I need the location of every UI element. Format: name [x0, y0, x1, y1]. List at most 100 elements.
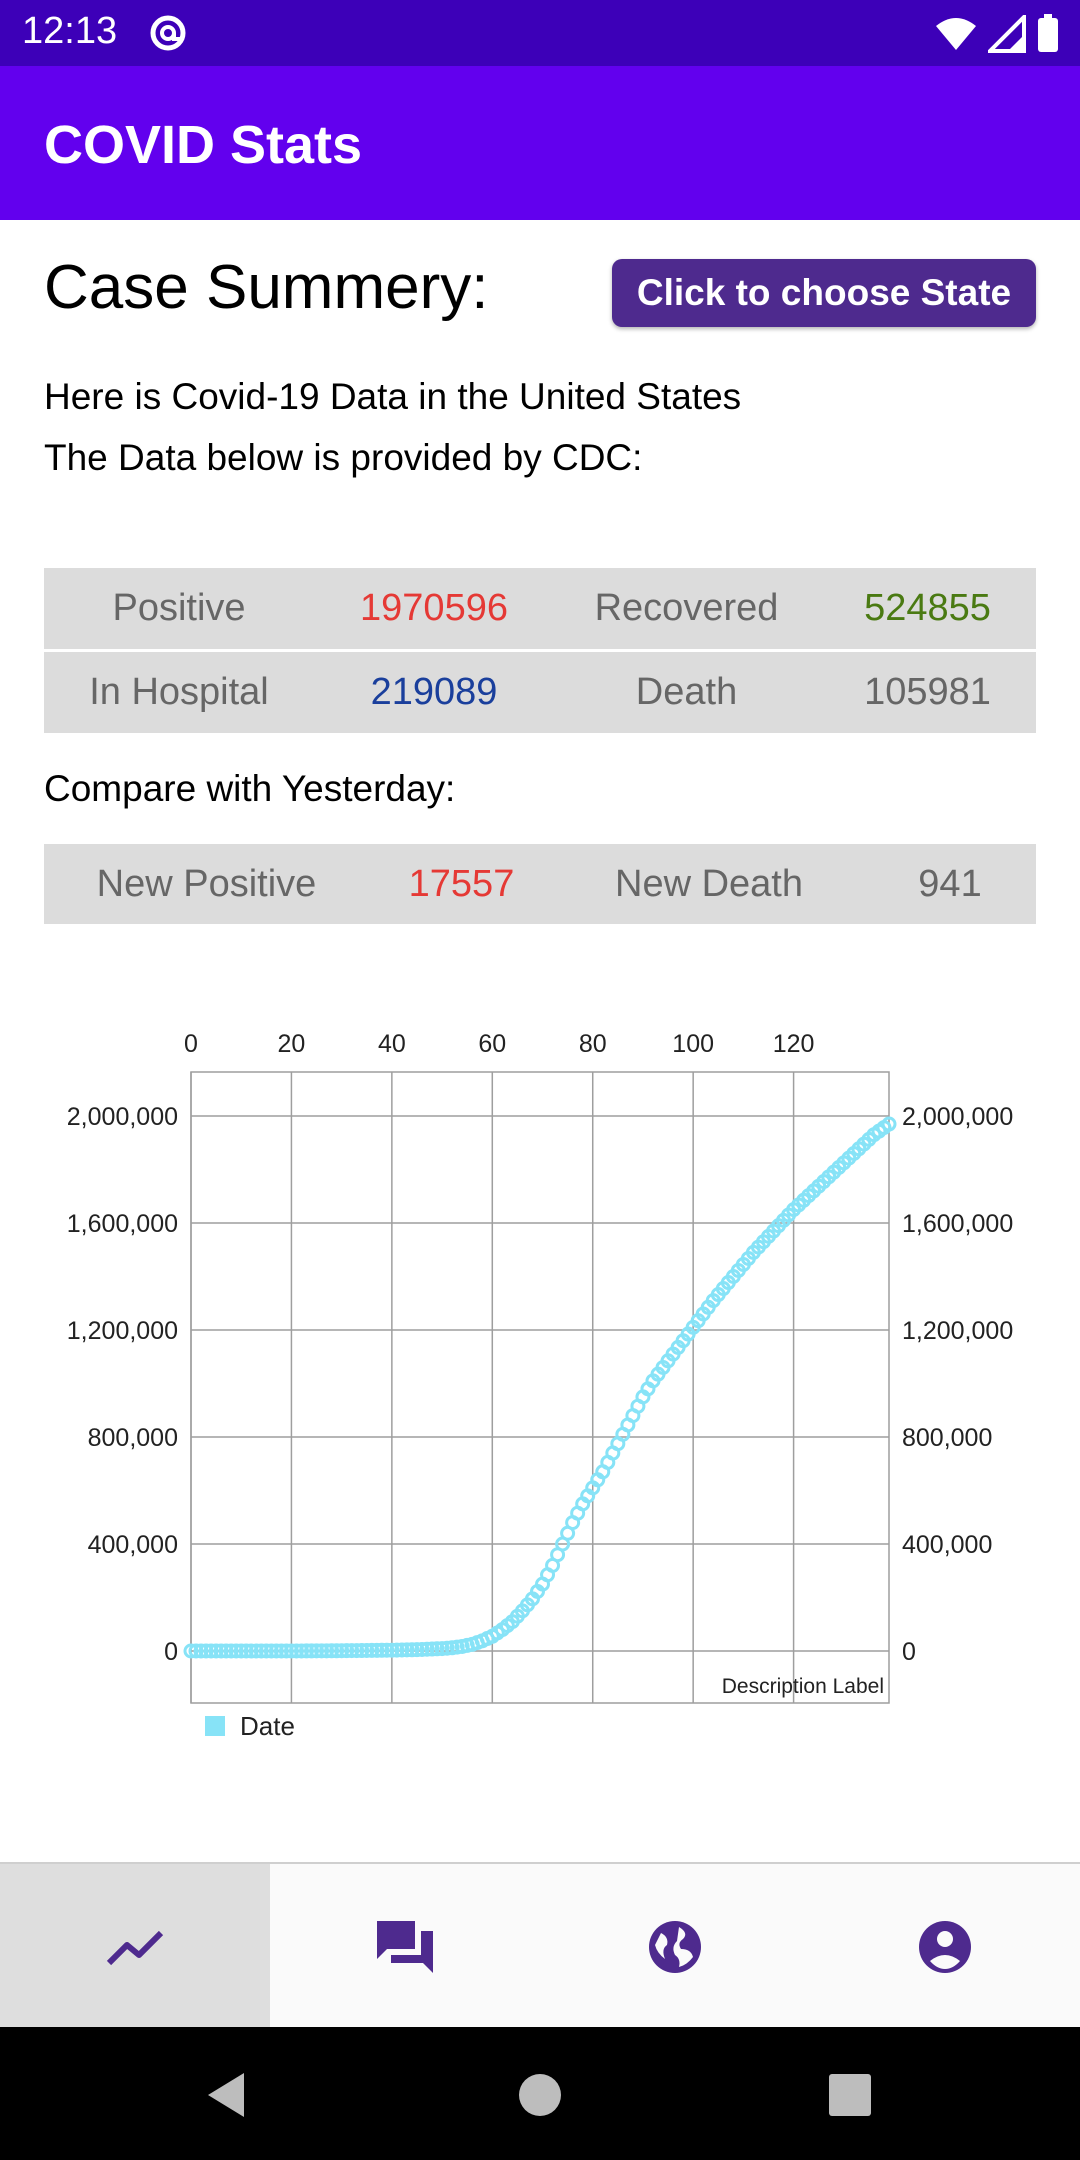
y-tick-label-left: 1,600,000 — [67, 1210, 178, 1238]
intro-line-1: Here is Covid-19 Data in the United Stat… — [44, 376, 742, 417]
data-point — [394, 1642, 410, 1658]
compare-table: New Positive 17557 New Death 941 — [44, 844, 1036, 924]
data-point — [223, 1643, 239, 1659]
signal-icon — [988, 15, 1026, 53]
data-point — [183, 1643, 199, 1659]
data-point — [298, 1643, 314, 1659]
data-point — [379, 1642, 395, 1658]
data-point — [434, 1641, 450, 1657]
data-point — [238, 1643, 254, 1659]
status-bar: 12:13 — [0, 0, 1080, 66]
new-death-label: New Death — [615, 862, 803, 905]
data-point — [203, 1643, 219, 1659]
data-point — [193, 1643, 209, 1659]
home-icon[interactable] — [518, 2073, 562, 2117]
compare-label: Compare with Yesterday: — [44, 768, 456, 809]
app-bar: COVID Stats — [0, 66, 1080, 220]
positive-value: 1970596 — [360, 587, 508, 629]
globe-icon — [649, 1920, 701, 1973]
intro-line-2: The Data below is provided by CDC: — [44, 437, 643, 478]
new-positive-label: New Positive — [96, 862, 317, 905]
at-sign-icon — [150, 15, 186, 51]
cases-chart[interactable]: 0 20 40 60 80 100 120 0 0 400,000 400,000 800,000 80… — [0, 1000, 1080, 1760]
death-value: 105981 — [864, 671, 991, 713]
summary-title: Case Summery: — [44, 253, 489, 322]
data-point — [309, 1643, 325, 1659]
x-tick-label: 0 — [184, 1030, 198, 1058]
y-tick-label-left: 1,200,000 — [67, 1317, 178, 1345]
app-title: COVID Stats — [44, 115, 363, 175]
back-icon[interactable] — [204, 2071, 248, 2119]
hospital-value: 219089 — [370, 671, 498, 713]
data-point — [283, 1643, 299, 1659]
recovered-value: 524855 — [864, 587, 991, 629]
status-time: 12:13 — [22, 10, 118, 52]
data-point — [354, 1643, 370, 1659]
trending-icon — [106, 1930, 164, 1965]
data-point — [314, 1643, 330, 1659]
data-point — [359, 1642, 375, 1658]
x-tick-label: 120 — [773, 1030, 815, 1058]
nav-item-account[interactable] — [810, 1864, 1080, 2029]
data-point — [369, 1642, 385, 1658]
bottom-navigation — [0, 1862, 1080, 2029]
data-point — [364, 1642, 380, 1658]
legend-label: Date — [240, 1711, 295, 1741]
data-point — [273, 1643, 289, 1659]
data-point — [374, 1642, 390, 1658]
data-point — [384, 1642, 400, 1658]
data-point — [334, 1643, 350, 1659]
data-point — [278, 1643, 294, 1659]
data-point — [319, 1643, 335, 1659]
data-point — [288, 1643, 304, 1659]
data-point — [414, 1641, 430, 1657]
data-point — [404, 1642, 420, 1658]
hospital-label: In Hospital — [89, 671, 269, 713]
data-point — [419, 1641, 435, 1657]
choose-state-button[interactable]: Click to choose State — [612, 259, 1036, 327]
death-label: Death — [635, 671, 738, 713]
data-point — [399, 1642, 415, 1658]
data-point — [248, 1643, 264, 1659]
nav-item-chat[interactable] — [270, 1864, 540, 2029]
data-point — [198, 1643, 214, 1659]
data-point — [233, 1643, 249, 1659]
system-navigation-bar — [0, 2027, 1080, 2160]
x-tick-label: 80 — [579, 1030, 607, 1058]
data-point — [188, 1643, 204, 1659]
y-tick-label-right: 800,000 — [902, 1424, 992, 1452]
data-point — [218, 1643, 234, 1659]
x-tick-label: 20 — [278, 1030, 306, 1058]
chat-icon — [377, 1920, 433, 1973]
compare-row: New Positive 17557 New Death 941 — [44, 844, 1036, 924]
nav-item-trends[interactable] — [0, 1864, 270, 2029]
data-point — [258, 1643, 274, 1659]
stats-table: Positive 1970596 Recovered 524855 In Hos… — [44, 568, 1036, 736]
nav-item-globe[interactable] — [540, 1864, 810, 2029]
description-label: Description Label — [722, 1675, 884, 1698]
data-point — [389, 1642, 405, 1658]
y-tick-label-left: 400,000 — [88, 1531, 178, 1559]
data-point — [429, 1641, 445, 1657]
data-point — [304, 1643, 320, 1659]
new-positive-value: 17557 — [408, 862, 515, 905]
plot-frame — [190, 1071, 890, 1704]
stats-row: Positive 1970596 Recovered 524855 — [44, 568, 1036, 649]
y-tick-label-right: 1,600,000 — [902, 1210, 1013, 1238]
new-death-value: 941 — [918, 862, 982, 905]
data-point — [439, 1640, 455, 1656]
y-tick-label-left: 800,000 — [88, 1424, 178, 1452]
y-tick-label-right: 1,200,000 — [902, 1317, 1013, 1345]
intro-text: Here is Covid-19 Data in the United Stat… — [44, 366, 741, 488]
data-point — [208, 1643, 224, 1659]
data-point — [263, 1643, 279, 1659]
data-point — [213, 1643, 229, 1659]
data-point — [344, 1643, 360, 1659]
legend-swatch — [205, 1716, 225, 1736]
data-point — [881, 1116, 897, 1132]
data-point — [349, 1643, 365, 1659]
y-tick-label-left: 2,000,000 — [67, 1103, 178, 1131]
data-point — [293, 1643, 309, 1659]
data-point — [228, 1643, 244, 1659]
recents-icon[interactable] — [828, 2073, 872, 2117]
